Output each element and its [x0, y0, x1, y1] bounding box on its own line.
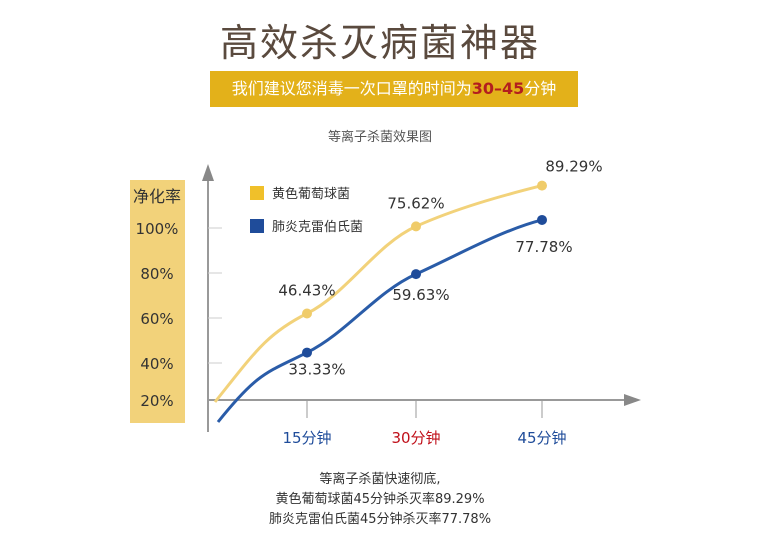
y-tick-label: 100% [136, 220, 179, 238]
data-label: 59.63% [392, 286, 449, 304]
y-tick-labels: 100% 80% 60% 40% 20% [136, 220, 179, 410]
data-label: 89.29% [545, 158, 602, 176]
x-tick-labels: 15分钟 30分钟 45分钟 [282, 429, 566, 447]
y-axis-arrow [202, 164, 214, 181]
legend-label-blue: 肺炎克雷伯氏菌 [272, 220, 363, 235]
footer-line-2: 黄色葡萄球菌45分钟杀灭率89.29% [275, 492, 485, 507]
x-axis-arrow [624, 394, 641, 406]
ylabel-panel [130, 180, 185, 423]
banner-suffix: 分钟 [524, 79, 557, 98]
data-label: 75.62% [387, 194, 444, 212]
sterilization-chart: 净化率 100% 80% 60% 40% 20% 黄色葡萄球菌 肺炎克雷伯氏菌 46.4… [130, 158, 641, 447]
footer-line-1: 等离子杀菌快速彻底, [319, 472, 441, 487]
y-tick-label: 80% [140, 265, 173, 283]
x-tick-label: 45分钟 [517, 429, 566, 447]
legend: 黄色葡萄球菌 肺炎克雷伯氏菌 [250, 186, 363, 235]
data-point [411, 269, 421, 280]
data-point [411, 221, 421, 232]
legend-label-yellow: 黄色葡萄球菌 [272, 186, 350, 202]
banner-highlight: 30–45 [471, 79, 525, 98]
series: 46.43% 75.62% 89.29% 33.33% 59.63% 77.78% [213, 158, 603, 423]
banner-text: 我们建议您消毒一次口罩的时间为 [231, 79, 472, 98]
footer-note: 等离子杀菌快速彻底, 黄色葡萄球菌45分钟杀灭率89.29% 肺炎克雷伯氏菌45… [0, 470, 760, 530]
x-tick-label: 30分钟 [391, 429, 440, 447]
footer-line-3: 肺炎克雷伯氏菌45分钟杀灭率77.78% [268, 512, 492, 527]
data-point [537, 214, 547, 225]
y-tick-label: 40% [140, 355, 173, 373]
y-tick-label: 20% [140, 392, 173, 410]
y-axis-title: 净化率 [133, 187, 181, 206]
page-title: 高效杀灭病菌神器 [219, 21, 540, 65]
data-label: 77.78% [515, 238, 572, 256]
legend-swatch-yellow [250, 186, 264, 200]
data-point [537, 180, 547, 191]
data-point [302, 308, 312, 319]
legend-swatch-blue [250, 219, 264, 233]
series-line-yellow [213, 184, 543, 403]
chart-title: 等离子杀菌效果图 [327, 130, 432, 145]
gridlines [208, 227, 222, 364]
data-label: 33.33% [288, 361, 345, 379]
y-tick-label: 60% [140, 310, 173, 328]
x-tick-marks [306, 400, 543, 418]
x-tick-label: 15分钟 [282, 429, 331, 447]
data-point [302, 347, 312, 358]
recommendation-banner: 我们建议您消毒一次口罩的时间为30–45分钟 [210, 71, 578, 107]
axes [202, 164, 641, 432]
series-line-blue [216, 218, 543, 423]
data-label: 46.43% [278, 282, 335, 300]
